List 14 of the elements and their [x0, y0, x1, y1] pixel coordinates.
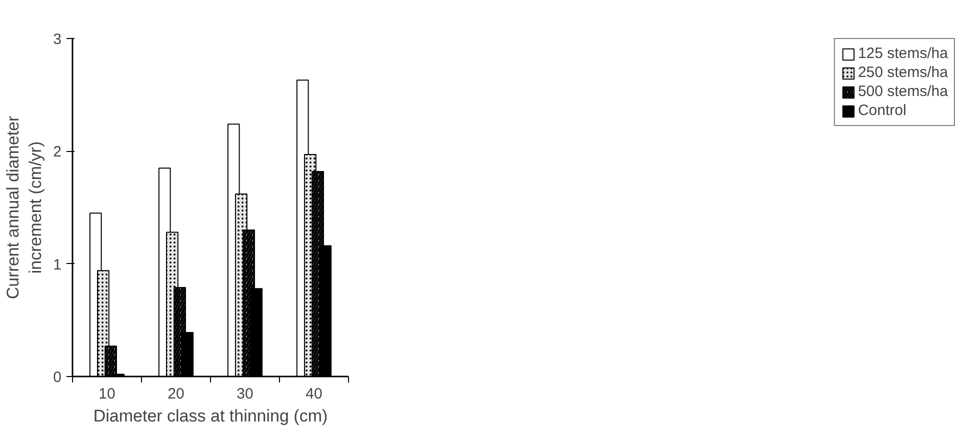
legend-label: 250 stems/ha	[858, 64, 948, 81]
y-tick-label: 1	[53, 256, 62, 274]
y-tick-label: 0	[53, 369, 62, 386]
legend-label: 500 stems/ha	[858, 83, 948, 100]
x-tick-label: 40	[306, 386, 322, 402]
x-axis-title: Diameter class at thinning (cm)	[93, 406, 328, 426]
x-tick-label: 10	[98, 386, 116, 402]
legend-label: 125 stems/ha	[858, 45, 948, 62]
y-tick-label: 3	[53, 31, 62, 48]
x-tick-label: 30	[236, 386, 254, 402]
y-tick-label: 2	[53, 144, 62, 161]
legend-label: Control	[858, 102, 906, 119]
x-tick-label: 20	[168, 386, 184, 402]
y-axis-title: Current annual diameter increment (cm/yr)	[3, 116, 46, 300]
